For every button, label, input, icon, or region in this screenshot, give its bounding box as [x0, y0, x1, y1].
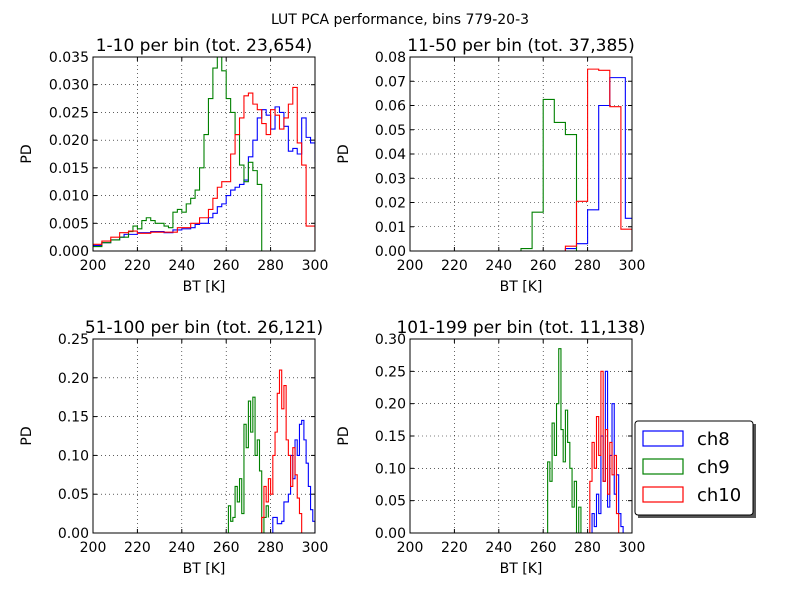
x-tick-label: 240: [168, 258, 195, 274]
legend-swatch-ch10: [642, 486, 684, 503]
series-ch9-line: [226, 396, 269, 533]
x-tick-label: 260: [530, 258, 557, 274]
x-tick-label: 260: [530, 540, 557, 556]
legend-label-ch10: ch10: [697, 485, 741, 506]
series-ch8-line: [268, 419, 315, 533]
x-tick-label: 200: [397, 258, 424, 274]
x-tick-label: 280: [574, 540, 601, 556]
series-ch8-line: [93, 106, 315, 247]
legend-label-ch8: ch8: [697, 429, 730, 450]
y-tick-label: 0.25: [58, 332, 89, 348]
y-tick-label: 0.04: [375, 147, 406, 163]
panel-3: 200 220 240 260 280 300 0.00 0.05 0.10 0.15 0.20 0.…: [19, 318, 328, 577]
legend: ch8 ch9 ch10: [634, 420, 756, 518]
x-tick-label: 220: [441, 540, 468, 556]
y-tick-label: 0.15: [58, 410, 89, 426]
y-tick-label: 0.20: [375, 397, 406, 413]
y-tick-label: 0.07: [375, 74, 406, 90]
x-axis-label: BT [K]: [183, 279, 226, 295]
x-tick-label: 300: [619, 258, 646, 274]
x-tick-label: 220: [124, 540, 151, 556]
x-tick-label: 220: [124, 258, 151, 274]
y-tick-label: 0.03: [375, 171, 406, 187]
panel-title: 11-50 per bin (tot. 37,385): [407, 36, 634, 56]
series-ch9-line: [545, 348, 582, 533]
x-axis-label: BT [K]: [183, 561, 226, 577]
x-tick-label: 220: [441, 258, 468, 274]
y-tick-label: 0.005: [49, 216, 89, 232]
y-axis-label: PD: [19, 144, 35, 163]
panel-title: 51-100 per bin (tot. 26,121): [85, 318, 323, 338]
y-tick-label: 0.08: [375, 50, 406, 66]
y-tick-label: 0.000: [49, 244, 89, 260]
series-ch10-line: [259, 369, 303, 533]
x-tick-label: 240: [485, 258, 512, 274]
y-tick-label: 0.010: [49, 189, 89, 205]
panel-1: 200 220 240 260 280 300 0.000 0.005 0.010 0.015 0.…: [19, 36, 328, 295]
y-tick-label: 0.15: [375, 429, 406, 445]
series-ch10-line: [410, 68, 632, 251]
grid: [93, 339, 315, 533]
x-tick-label: 200: [80, 258, 107, 274]
y-tick-label: 0.030: [49, 78, 89, 94]
series-ch8-line: [589, 370, 624, 533]
panel-2: 200 220 240 260 280 300 0.00 0.01 0.02 0.03 0.04 0.…: [336, 36, 645, 295]
y-tick-label: 0.00: [58, 526, 89, 542]
series-ch10-line: [587, 370, 620, 533]
legend-swatch-ch8: [642, 430, 684, 447]
series-ch9-line: [93, 57, 267, 251]
legend-label-ch9: ch9: [697, 457, 730, 478]
y-tick-label: 0.20: [58, 371, 89, 387]
y-tick-label: 0.025: [49, 105, 89, 121]
y-tick-label: 0.25: [375, 364, 406, 380]
x-tick-label: 300: [619, 540, 646, 556]
y-tick-label: 0.00: [375, 244, 406, 260]
x-tick-label: 260: [213, 540, 240, 556]
axes-frame: [92, 56, 316, 252]
y-axis-label: PD: [336, 426, 352, 445]
x-tick-label: 280: [257, 258, 284, 274]
y-tick-label: 0.02: [375, 196, 406, 212]
y-tick-label: 0.05: [58, 487, 89, 503]
y-axis-label: PD: [19, 426, 35, 445]
x-tick-label: 280: [257, 540, 284, 556]
y-tick-label: 0.00: [375, 526, 406, 542]
x-tick-label: 240: [485, 540, 512, 556]
x-axis-label: BT [K]: [500, 561, 543, 577]
y-tick-label: 0.06: [375, 99, 406, 115]
figure-suptitle: LUT PCA performance, bins 779-20-3: [271, 12, 529, 28]
x-tick-label: 280: [574, 258, 601, 274]
y-tick-label: 0.05: [375, 494, 406, 510]
x-tick-label: 260: [213, 258, 240, 274]
y-tick-label: 0.05: [375, 123, 406, 139]
panel-title: 1-10 per bin (tot. 23,654): [96, 36, 313, 56]
panel-4: 200 220 240 260 280 300 0.00 0.05 0.10 0.15 0.20 0.…: [336, 318, 646, 577]
x-tick-label: 240: [168, 540, 195, 556]
y-tick-label: 0.015: [49, 161, 89, 177]
x-tick-label: 200: [80, 540, 107, 556]
axes-frame: [92, 338, 316, 534]
y-tick-label: 0.10: [58, 448, 89, 464]
panel-title: 101-199 per bin (tot. 11,138): [396, 318, 645, 338]
y-tick-label: 0.30: [375, 332, 406, 348]
x-tick-label: 300: [302, 540, 329, 556]
legend-swatch-ch9: [642, 458, 684, 475]
y-tick-label: 0.020: [49, 133, 89, 149]
series-ch10-line: [93, 86, 315, 251]
x-tick-label: 200: [397, 540, 424, 556]
y-axis-label: PD: [336, 144, 352, 163]
x-axis-label: BT [K]: [500, 279, 543, 295]
y-tick-label: 0.035: [49, 50, 89, 66]
y-tick-label: 0.01: [375, 220, 406, 236]
y-tick-label: 0.10: [375, 461, 406, 477]
x-tick-label: 300: [302, 258, 329, 274]
